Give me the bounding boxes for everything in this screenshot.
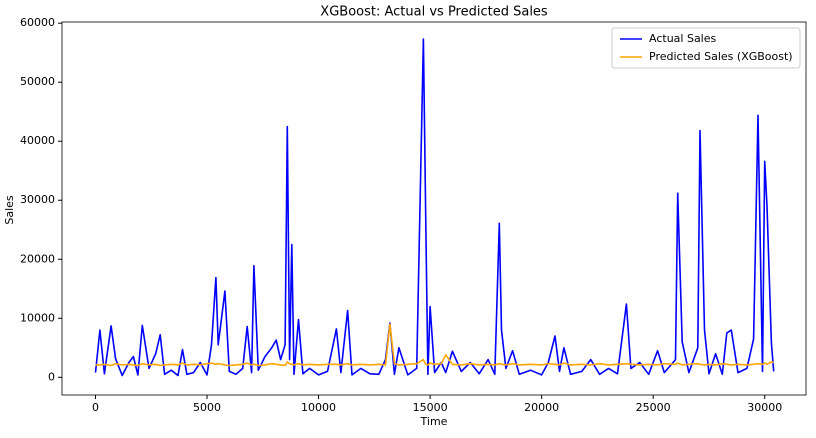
legend-label: Predicted Sales (XGBoost) (649, 50, 793, 63)
plot-frame (61, 21, 807, 396)
y-axis-label: Sales (3, 195, 16, 225)
legend-box (611, 27, 801, 69)
x-tick-label: 25000 (636, 401, 671, 414)
y-tick-label: 40000 (20, 134, 55, 147)
y-tick-label: 50000 (20, 75, 55, 88)
x-tick-label: 10000 (301, 401, 336, 414)
x-tick-label: 15000 (413, 401, 448, 414)
y-tick-label: 0 (48, 370, 55, 383)
y-tick-label: 60000 (20, 16, 55, 29)
legend-label: Actual Sales (649, 32, 717, 45)
x-tick-label: 5000 (193, 401, 221, 414)
x-tick-label: 0 (92, 401, 99, 414)
y-tick-label: 20000 (20, 252, 55, 265)
chart-title: XGBoost: Actual vs Predicted Sales (320, 5, 548, 20)
series-line (95, 323, 774, 367)
x-axis-label: Time (420, 415, 448, 428)
x-tick-label: 30000 (747, 401, 782, 414)
x-tick-label: 20000 (524, 401, 559, 414)
series-line (94, 38, 775, 377)
y-tick-label: 10000 (20, 311, 55, 324)
y-tick-label: 30000 (20, 193, 55, 206)
